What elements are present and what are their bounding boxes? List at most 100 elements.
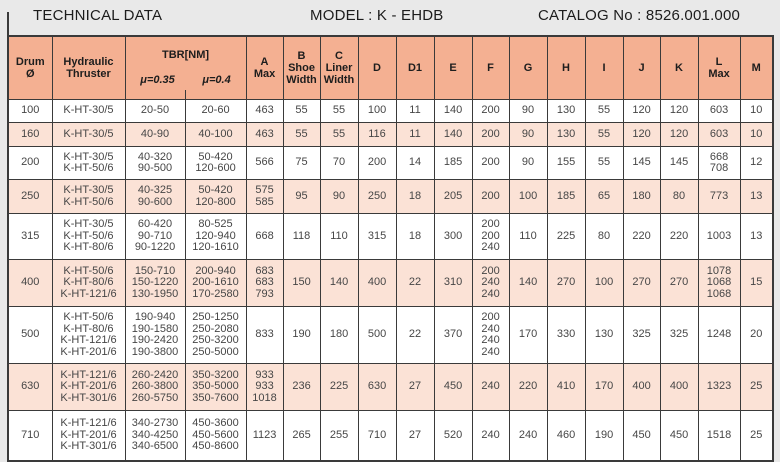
title-band: TECHNICAL DATA MODEL : K - EHDB CATALOG … xyxy=(0,0,780,35)
cell-mu04: 450-3600 450-5600 450-8600 xyxy=(184,410,247,461)
cell-mu04: 40-100 xyxy=(184,122,247,147)
cell-drum: 200 xyxy=(7,146,53,180)
cell-e: 310 xyxy=(433,259,473,307)
table-row: 630 K-HT-121/6 K-HT-201/6 K-HT-301/6 260-2… xyxy=(7,363,774,411)
cell-thruster: K-HT-50/6 K-HT-80/6 K-HT-121/6 K-HT-201/… xyxy=(51,306,126,364)
col-header-i: I xyxy=(584,35,624,100)
cell-d1: 22 xyxy=(395,259,435,307)
cell-f: 200 xyxy=(471,146,510,180)
col-header-f: F xyxy=(471,35,510,100)
cell-m: 13 xyxy=(739,179,774,214)
cell-d1: 14 xyxy=(395,146,435,180)
cell-k: 145 xyxy=(659,146,699,180)
cell-g: 90 xyxy=(508,122,548,147)
col-header-d: D xyxy=(357,35,397,100)
cell-c: 55 xyxy=(319,99,359,123)
cell-j: 120 xyxy=(622,122,661,147)
sheet-title: TECHNICAL DATA xyxy=(33,7,163,24)
cell-e: 205 xyxy=(433,179,473,214)
cell-f: 200 200 240 xyxy=(471,213,510,260)
cell-a: 575 585 xyxy=(245,179,284,214)
cell-e: 450 xyxy=(433,363,473,411)
cell-f: 240 xyxy=(471,363,510,411)
cell-d: 315 xyxy=(357,213,397,260)
cell-j: 145 xyxy=(622,146,661,180)
cell-i: 170 xyxy=(584,363,624,411)
cell-c: 55 xyxy=(319,122,359,147)
cell-thruster: K-HT-30/5 xyxy=(51,122,126,147)
cell-l: 1248 xyxy=(697,306,741,364)
cell-drum: 160 xyxy=(7,122,53,147)
cell-h: 270 xyxy=(546,259,586,307)
cell-mu04: 350-3200 350-5000 350-7600 xyxy=(184,363,247,411)
tbr-label: TBR[NM] xyxy=(161,49,210,61)
cell-mu04: 250-1250 250-2080 250-3200 250-5000 xyxy=(184,306,247,364)
table-row: 500 K-HT-50/6 K-HT-80/6 K-HT-121/6 K-HT-2… xyxy=(7,306,774,364)
cell-thruster: K-HT-30/5 K-HT-50/6 xyxy=(51,146,126,180)
cell-i: 65 xyxy=(584,179,624,214)
cell-i: 190 xyxy=(584,410,624,461)
cell-m: 25 xyxy=(739,410,774,461)
cell-m: 25 xyxy=(739,363,774,411)
cell-thruster: K-HT-50/6 K-HT-80/6 K-HT-121/6 xyxy=(51,259,126,307)
col-header-thruster: Hydraulic Thruster xyxy=(51,35,126,100)
cell-drum: 630 xyxy=(7,363,53,411)
cell-f: 200 240 240 xyxy=(471,259,510,307)
cell-k: 325 xyxy=(659,306,699,364)
cell-h: 130 xyxy=(546,122,586,147)
cell-h: 410 xyxy=(546,363,586,411)
col-header-e: E xyxy=(433,35,473,100)
cell-f: 240 xyxy=(471,410,510,461)
cell-h: 185 xyxy=(546,179,586,214)
cell-j: 220 xyxy=(622,213,661,260)
cell-drum: 250 xyxy=(7,179,53,214)
col-header-m: M xyxy=(739,35,774,100)
col-header-tbr: TBR[NM] μ=0.35 μ=0.4 xyxy=(124,35,247,100)
cell-j: 400 xyxy=(622,363,661,411)
col-header-l-max: L Max xyxy=(697,35,741,100)
cell-h: 155 xyxy=(546,146,586,180)
col-header-drum: Drum Ø xyxy=(7,35,53,100)
cell-f: 200 xyxy=(471,179,510,214)
cell-m: 20 xyxy=(739,306,774,364)
cell-a: 1123 xyxy=(245,410,284,461)
cell-j: 180 xyxy=(622,179,661,214)
cell-a: 933 933 1018 xyxy=(245,363,284,411)
cell-c: 140 xyxy=(319,259,359,307)
cell-a: 463 xyxy=(245,99,284,123)
col-header-b-shoe-width: B Shoe Width xyxy=(282,35,321,100)
cell-j: 450 xyxy=(622,410,661,461)
cell-mu035: 260-2420 260-3800 260-5750 xyxy=(124,363,186,411)
cell-mu04: 50-420 120-800 xyxy=(184,179,247,214)
cell-l: 1078 1068 1068 xyxy=(697,259,741,307)
cell-thruster: K-HT-30/5 K-HT-50/6 xyxy=(51,179,126,214)
cell-a: 566 xyxy=(245,146,284,180)
cell-drum: 315 xyxy=(7,213,53,260)
cell-b: 95 xyxy=(282,179,321,214)
table-row: 160 K-HT-30/5 40-90 40-100 463 55 55 116 11 140 20… xyxy=(7,122,774,147)
cell-c: 255 xyxy=(319,410,359,461)
cell-mu035: 60-420 90-710 90-1220 xyxy=(124,213,186,260)
cell-i: 55 xyxy=(584,99,624,123)
cell-l: 773 xyxy=(697,179,741,214)
cell-e: 520 xyxy=(433,410,473,461)
cell-drum: 400 xyxy=(7,259,53,307)
cell-j: 270 xyxy=(622,259,661,307)
cell-c: 180 xyxy=(319,306,359,364)
cell-a: 463 xyxy=(245,122,284,147)
cell-mu035: 40-320 90-500 xyxy=(124,146,186,180)
cell-a: 668 xyxy=(245,213,284,260)
technical-data-table: Drum Ø Hydraulic Thruster TBR[NM] μ=0.35… xyxy=(7,35,775,462)
cell-k: 270 xyxy=(659,259,699,307)
mu-labels: μ=0.35 μ=0.4 xyxy=(127,74,245,87)
cell-d: 710 xyxy=(357,410,397,461)
mu035-label: μ=0.35 xyxy=(140,74,175,86)
cell-b: 190 xyxy=(282,306,321,364)
frame-left-edge xyxy=(7,12,9,36)
cell-thruster: K-HT-121/6 K-HT-201/6 K-HT-301/6 xyxy=(51,410,126,461)
cell-b: 55 xyxy=(282,99,321,123)
cell-m: 12 xyxy=(739,146,774,180)
cell-l: 1518 xyxy=(697,410,741,461)
cell-i: 55 xyxy=(584,146,624,180)
col-header-c-liner-width: C Liner Width xyxy=(319,35,359,100)
